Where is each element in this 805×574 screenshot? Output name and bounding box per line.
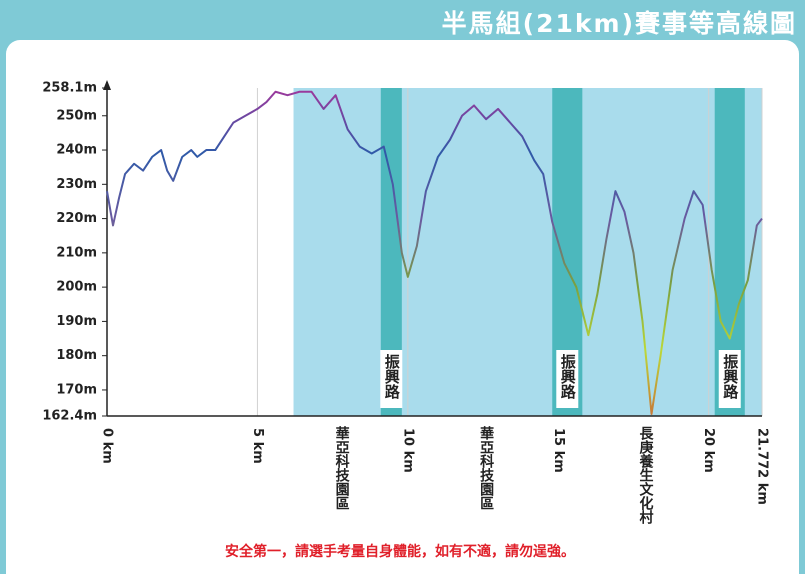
x-tick-label: 5 km [250, 428, 265, 464]
road-label-box [718, 350, 741, 408]
y-axis-arrow [103, 80, 111, 90]
x-tick-label: 20 km [701, 428, 716, 473]
y-tick-label: 162.4m [42, 409, 97, 424]
x-tick-label: 10 km [400, 428, 415, 473]
title: 半馬組(21km)賽事等高線圖 [441, 9, 797, 38]
shade-region [293, 88, 762, 416]
y-tick-label: 250m [56, 108, 97, 123]
y-tick-label: 200m [56, 280, 97, 295]
y-tick-label: 210m [56, 245, 97, 260]
road-label: 振興路 [559, 353, 577, 399]
x-tick-label: 0 km [100, 428, 115, 464]
y-tick-label: 220m [56, 211, 97, 226]
x-tick-label: 15 km [551, 428, 566, 473]
road-label-box [556, 350, 579, 408]
y-tick-label: 170m [56, 382, 97, 397]
elevation-line [106, 90, 763, 415]
road-region [380, 88, 402, 416]
road-label: 振興路 [383, 353, 401, 399]
footer-note: 安全第一，請選手考量自身體能，如有不適，請勿逞強。 [225, 543, 575, 560]
annotation: 華亞科技園區 [334, 425, 350, 510]
road-label: 振興路 [721, 353, 739, 399]
annotation: 華亞科技園區 [478, 425, 494, 510]
annotation: 長庚養生文化村 [638, 426, 655, 525]
road-label-box [380, 350, 403, 408]
y-tick-label: 258.1m [42, 81, 97, 96]
y-tick-label: 190m [56, 314, 97, 329]
x-tick-label: 21.772 km [755, 428, 770, 505]
y-tick-label: 230m [56, 177, 97, 192]
y-tick-label: 180m [56, 348, 97, 363]
y-tick-label: 240m [56, 143, 97, 158]
